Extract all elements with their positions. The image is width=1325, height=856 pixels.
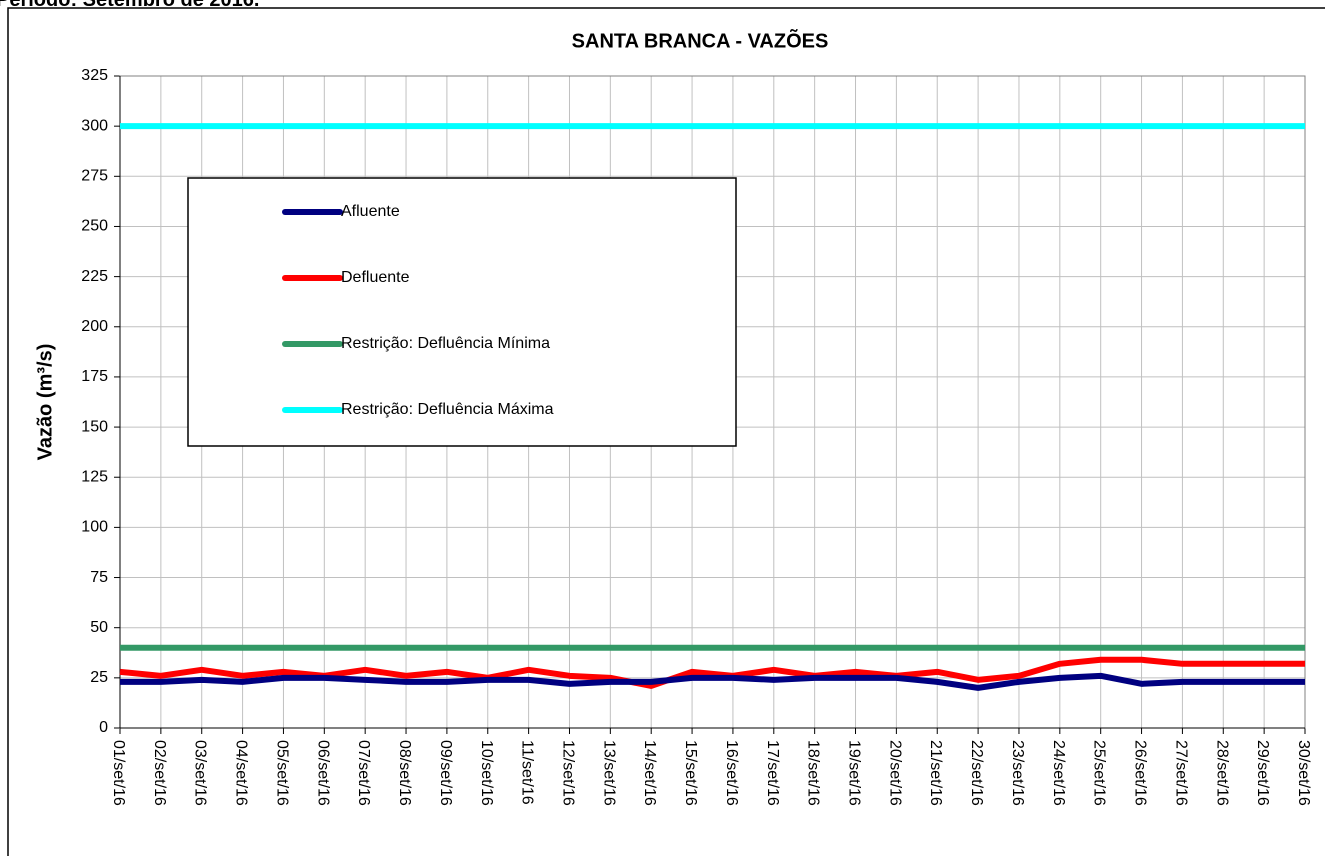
- subtitle: Período: Setembro de 2016.: [0, 0, 259, 11]
- y-tick-label: 25: [90, 669, 108, 686]
- y-tick-label: 300: [81, 117, 108, 134]
- x-tick-label: 09/set/16: [437, 740, 454, 806]
- y-axis-label: Vazão (m³/s): [34, 344, 56, 461]
- y-tick-label: 100: [81, 519, 108, 536]
- y-tick-label: 225: [81, 268, 108, 285]
- legend-label: Restrição: Defluência Mínima: [341, 335, 550, 352]
- x-tick-label: 06/set/16: [314, 740, 331, 806]
- x-tick-label: 10/set/16: [478, 740, 495, 806]
- legend-label: Restrição: Defluência Máxima: [341, 401, 554, 418]
- x-tick-label: 21/set/16: [927, 740, 944, 806]
- x-tick-label: 28/set/16: [1213, 740, 1230, 806]
- y-tick-label: 325: [81, 67, 108, 84]
- x-tick-label: 26/set/16: [1132, 740, 1149, 806]
- x-tick-label: 29/set/16: [1254, 740, 1271, 806]
- x-tick-label: 16/set/16: [723, 740, 740, 806]
- x-tick-label: 25/set/16: [1091, 740, 1108, 806]
- y-tick-label: 75: [90, 569, 108, 586]
- y-tick-label: 175: [81, 368, 108, 385]
- y-tick-label: 200: [81, 318, 108, 335]
- x-tick-label: 22/set/16: [968, 740, 985, 806]
- chart-title: SANTA BRANCA - VAZÕES: [572, 28, 829, 52]
- x-tick-label: 24/set/16: [1050, 740, 1067, 806]
- legend-label: Afluente: [341, 203, 400, 220]
- x-tick-label: 15/set/16: [682, 740, 699, 806]
- series-line: [120, 672, 1305, 691]
- x-tick-label: 13/set/16: [600, 740, 617, 806]
- x-tick-label: 17/set/16: [764, 740, 781, 806]
- y-tick-label: 50: [90, 619, 108, 636]
- y-tick-label: 250: [81, 218, 108, 235]
- x-tick-label: 11/set/16: [519, 740, 536, 805]
- y-tick-label: 125: [81, 468, 108, 485]
- x-tick-label: 07/set/16: [355, 740, 372, 806]
- y-tick-label: 150: [81, 418, 108, 435]
- x-tick-label: 12/set/16: [559, 740, 576, 806]
- x-tick-label: 08/set/16: [396, 740, 413, 806]
- x-tick-label: 19/set/16: [846, 740, 863, 806]
- y-tick-label: 0: [99, 719, 108, 736]
- x-tick-label: 01/set/16: [110, 740, 127, 806]
- x-tick-label: 03/set/16: [192, 740, 209, 806]
- x-tick-label: 23/set/16: [1009, 740, 1026, 806]
- x-tick-label: 05/set/16: [273, 740, 290, 806]
- x-tick-label: 20/set/16: [886, 740, 903, 806]
- x-tick-label: 14/set/16: [641, 740, 658, 806]
- legend-box: [187, 177, 737, 447]
- x-tick-label: 18/set/16: [805, 740, 822, 806]
- y-tick-label: 275: [81, 168, 108, 185]
- x-tick-label: 30/set/16: [1295, 740, 1312, 806]
- legend-label: Defluente: [341, 269, 410, 286]
- x-tick-label: 27/set/16: [1172, 740, 1189, 806]
- x-tick-label: 02/set/16: [151, 740, 168, 806]
- x-tick-label: 04/set/16: [233, 740, 250, 806]
